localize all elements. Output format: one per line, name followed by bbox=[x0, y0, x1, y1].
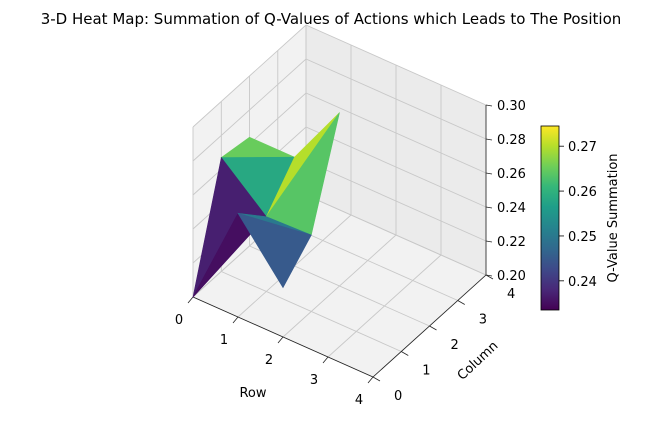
colorbar-tick-label: 0.25 bbox=[568, 230, 597, 245]
z-tick-label: 0.28 bbox=[497, 133, 526, 148]
colorbar-tick-label: 0.26 bbox=[568, 185, 597, 200]
z-tick-mark bbox=[485, 274, 493, 277]
x-tick-label: 2 bbox=[265, 353, 273, 368]
z-tick-label: 0.20 bbox=[497, 269, 526, 284]
y-tick-label: 0 bbox=[394, 389, 402, 404]
y-tick-mark bbox=[372, 376, 381, 382]
z-tick-mark bbox=[485, 138, 493, 141]
chart-title: 3-D Heat Map: Summation of Q-Values of A… bbox=[41, 10, 622, 28]
y-tick-label: 4 bbox=[507, 287, 515, 302]
z-tick-mark bbox=[485, 240, 493, 243]
y-tick-mark bbox=[457, 300, 465, 305]
axis-lines bbox=[187, 104, 494, 384]
colorbar-gradient bbox=[540, 125, 560, 311]
z-tick-label: 0.26 bbox=[497, 167, 526, 182]
x-tick-label: 3 bbox=[310, 373, 318, 388]
z-tick-mark bbox=[485, 206, 493, 209]
y-tick-mark bbox=[401, 351, 409, 356]
x-tick-label: 0 bbox=[175, 313, 183, 328]
x-tick-label: 4 bbox=[355, 393, 363, 408]
colorbar-tick-label: 0.27 bbox=[568, 140, 597, 155]
x-tick-label: 1 bbox=[220, 333, 228, 348]
z-gridline bbox=[192, 58, 487, 162]
tick-labels: 0 1 2 3 4 0 1 2 3 4 0.20 0.22 0.24 0.26 0.28 0.30 bbox=[175, 99, 526, 408]
colorbar-tick-label: 0.24 bbox=[568, 275, 597, 290]
x-tick-mark bbox=[187, 296, 194, 304]
z-tick-label: 0.24 bbox=[497, 201, 526, 216]
gridlines bbox=[192, 24, 487, 378]
colorbar-label: Q-Value Summation bbox=[606, 153, 621, 282]
surface bbox=[192, 112, 340, 299]
y-tick-mark bbox=[485, 274, 494, 280]
y-axis-label: Column bbox=[455, 339, 502, 384]
x-tick-mark bbox=[232, 316, 239, 324]
z-tick-label: 0.30 bbox=[497, 99, 526, 114]
z-gridline bbox=[192, 24, 487, 128]
z-tick-mark bbox=[485, 104, 493, 107]
y-tick-mark bbox=[429, 325, 437, 331]
surface-facet bbox=[237, 212, 312, 289]
x-tick-mark bbox=[367, 376, 374, 384]
x-tick-mark bbox=[322, 356, 329, 364]
y-tick-label: 1 bbox=[422, 364, 430, 379]
y-tick-label: 3 bbox=[479, 313, 487, 328]
z-tick-mark bbox=[485, 172, 493, 175]
colorbar: 0.24 0.25 0.26 0.27 Q-Value Summation bbox=[540, 125, 621, 311]
y-tick-label: 2 bbox=[451, 338, 459, 353]
z-tick-label: 0.22 bbox=[497, 235, 526, 250]
colorbar-ticks: 0.24 0.25 0.26 0.27 bbox=[559, 140, 597, 290]
x-tick-mark bbox=[277, 336, 284, 344]
x-axis-label: Row bbox=[239, 386, 266, 401]
